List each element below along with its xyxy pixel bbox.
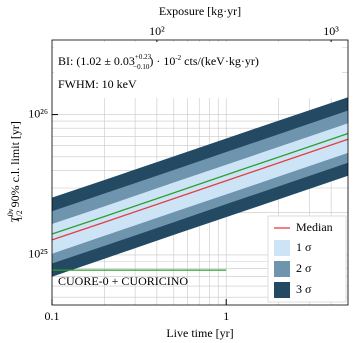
legend-swatch — [274, 261, 290, 277]
legend-label: 3 σ — [296, 282, 312, 296]
y-label-main: T — [8, 215, 22, 223]
x-axis-label: Live time [yr] — [166, 326, 233, 340]
sigma-band — [52, 123, 348, 254]
reference-label: CUORE-0 + CUORICINO — [58, 274, 188, 288]
x-tick-label: 0.1 — [45, 309, 60, 323]
legend-swatch — [274, 240, 290, 256]
annotation-box — [54, 42, 342, 98]
x2-tick-label: 10³ — [323, 24, 339, 38]
y-tick-label: 10²⁶ — [28, 106, 48, 120]
y-label-rest: 90% c.l. limit [yr] — [8, 121, 22, 210]
x2-tick-label: 10² — [149, 24, 165, 38]
plot-frame — [51, 39, 349, 306]
legend-label: Median — [296, 220, 333, 234]
annotation-bi: BI: (1.02 ± 0.03+0.23 −0.10) · 10-2 cts/(… — [58, 53, 259, 71]
annotation-part: -2 — [175, 54, 181, 62]
annotation-part: ) · 10 — [149, 54, 175, 68]
series-line — [51, 138, 349, 241]
y-axis-label: T0ν1/2 90% c.l. limit [yr] — [6, 121, 24, 223]
top-axis-label: Exposure [kg·yr] — [159, 4, 241, 18]
y-label-sub: 1/2 — [15, 210, 24, 220]
annotation-part: cts/(keV·kg·yr) — [181, 54, 259, 68]
legend-swatch — [274, 282, 290, 298]
annotation-fwhm: FWHM: 10 keV — [58, 77, 137, 91]
y-tick-label: 10²⁵ — [28, 247, 48, 261]
annotation-part: BI: (1.02 ± 0.03 — [58, 54, 135, 68]
annotation-part: −0.10 — [133, 63, 150, 71]
annotation-part: +0.23 — [135, 53, 152, 61]
legend-label: 1 σ — [296, 240, 312, 254]
legend-label: 2 σ — [296, 261, 312, 275]
y-label-sup: 0ν — [6, 208, 15, 216]
series-line — [51, 132, 349, 235]
x-tick-label: 1 — [223, 309, 229, 323]
